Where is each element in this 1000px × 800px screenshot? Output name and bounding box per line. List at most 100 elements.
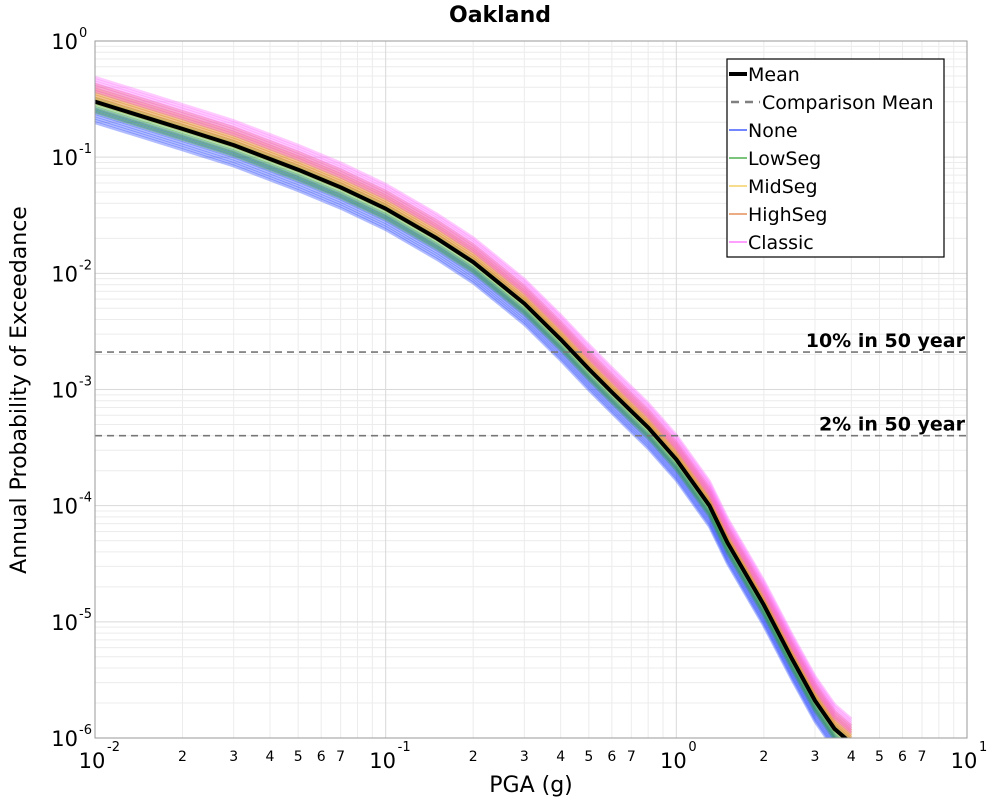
x-minor-tick-label: 5 <box>584 749 593 765</box>
x-tick-exponent: -2 <box>107 740 120 755</box>
y-tick-exponent: -5 <box>79 607 92 622</box>
series-line-highseg <box>95 94 853 738</box>
x-minor-tick-label: 4 <box>266 749 275 765</box>
y-tick-base: 10 <box>51 611 78 635</box>
x-minor-tick-label: 6 <box>898 749 907 765</box>
series-line-midseg <box>95 89 853 735</box>
series-line-none <box>95 109 837 738</box>
x-minor-tick-label: 7 <box>918 749 927 765</box>
series-line-midseg <box>95 87 853 732</box>
y-tick-base: 10 <box>51 495 78 519</box>
x-major-tick-label: 10-2 <box>79 740 120 773</box>
x-tick-base: 10 <box>79 749 106 773</box>
series-line-none <box>95 111 835 738</box>
legend-entry-mean: Mean <box>729 64 800 86</box>
series-line-classic <box>95 80 853 725</box>
legend-label: HighSeg <box>748 204 827 226</box>
legend-label: Mean <box>748 64 800 86</box>
legend-entry-lowseg: LowSeg <box>729 148 821 170</box>
y-tick-base: 10 <box>51 262 78 286</box>
x-tick-base: 10 <box>369 749 396 773</box>
y-major-tick-label: 10 -5 <box>51 607 92 635</box>
series-line-midseg <box>95 92 853 737</box>
x-minor-tick-label: 2 <box>469 749 478 765</box>
x-tick-base: 10 <box>951 749 978 773</box>
series-line-midseg <box>95 94 853 738</box>
series-line-classic <box>95 82 853 728</box>
legend-entry-midseg: MidSeg <box>729 176 818 198</box>
chart-title: Oakland <box>449 3 551 28</box>
series-line-highseg <box>95 87 853 732</box>
x-minor-tick-label: 5 <box>294 749 303 765</box>
x-tick-exponent: 1 <box>979 740 987 755</box>
legend-label: None <box>748 120 798 142</box>
legend-label: Classic <box>748 232 814 254</box>
y-tick-exponent: 0 <box>79 26 87 41</box>
y-major-tick-label: 10 -2 <box>51 258 92 286</box>
x-tick-base: 10 <box>660 749 687 773</box>
y-tick-base: 10 <box>51 146 78 170</box>
series-line-classic <box>95 85 853 730</box>
y-tick-base: 10 <box>51 379 78 403</box>
x-tick-exponent: 0 <box>688 740 696 755</box>
series-line-highseg <box>95 82 853 728</box>
series-line-none <box>95 116 832 738</box>
legend-entry-classic: Classic <box>729 232 814 254</box>
legend-box <box>726 58 945 258</box>
legend-label: Comparison Mean <box>762 92 934 114</box>
series-band-classic <box>95 75 853 735</box>
y-tick-exponent: -4 <box>79 491 92 506</box>
x-major-tick-label: 101 <box>951 740 988 773</box>
series-band-none <box>95 107 840 738</box>
series-line-none <box>95 107 840 738</box>
series-line-none <box>95 121 829 738</box>
x-minor-tick-label: 4 <box>556 749 565 765</box>
y-major-tick-label: 10 -4 <box>51 491 92 519</box>
x-minor-tick-label: 7 <box>627 749 636 765</box>
series-line-classic <box>95 78 853 723</box>
legend-label: MidSeg <box>748 176 818 198</box>
y-tick-exponent: -2 <box>79 258 92 273</box>
mean-curve <box>95 99 849 738</box>
y-major-tick-label: 10 -6 <box>51 723 92 751</box>
x-minor-tick-label: 3 <box>520 749 529 765</box>
x-minor-tick-label: 3 <box>229 749 238 765</box>
series-line-highseg <box>95 85 853 730</box>
series-line-lowseg <box>95 108 839 738</box>
y-major-tick-label: 10 0 <box>51 26 87 54</box>
x-minor-tick-label: 2 <box>178 749 187 765</box>
legend-entry-none: None <box>729 120 798 142</box>
series-line-none <box>95 114 834 738</box>
y-tick-base: 10 <box>51 30 78 54</box>
series-line-highseg <box>95 92 853 737</box>
y-tick-exponent: -6 <box>79 723 92 738</box>
legend-entry-highseg: HighSeg <box>729 204 827 226</box>
legend: Mean Comparison Mean None LowSeg MidSeg HighS… <box>726 58 945 258</box>
x-major-tick-label: 10-1 <box>369 740 410 773</box>
series-line-lowseg <box>95 106 841 738</box>
series-line-none <box>95 118 830 738</box>
y-axis-label: Annual Probability of Exceedance <box>7 206 32 574</box>
series-line-classic <box>95 89 853 735</box>
y-tick-exponent: -3 <box>79 375 92 390</box>
legend-label: LowSeg <box>748 148 821 170</box>
plot-frame <box>94 40 968 739</box>
y-tick-base: 10 <box>51 727 78 751</box>
x-minor-tick-label: 3 <box>811 749 820 765</box>
x-minor-tick-label: 4 <box>847 749 856 765</box>
reference-line-label: 10% in 50 year <box>806 330 966 352</box>
reference-line-label: 2% in 50 year <box>819 414 966 436</box>
series-line-highseg <box>95 89 853 735</box>
x-tick-exponent: -1 <box>398 740 411 755</box>
x-minor-tick-label: 2 <box>759 749 768 765</box>
x-minor-tick-label: 7 <box>336 749 345 765</box>
legend-entry-comparison-mean: Comparison Mean <box>731 92 934 114</box>
reference-lines: 10% in 50 year 2% in 50 year <box>95 330 967 437</box>
x-axis-label: PGA (g) <box>489 773 573 798</box>
x-minor-tick-label: 6 <box>607 749 616 765</box>
y-major-tick-label: 10 -1 <box>51 142 92 170</box>
series-line-classic <box>95 87 853 732</box>
